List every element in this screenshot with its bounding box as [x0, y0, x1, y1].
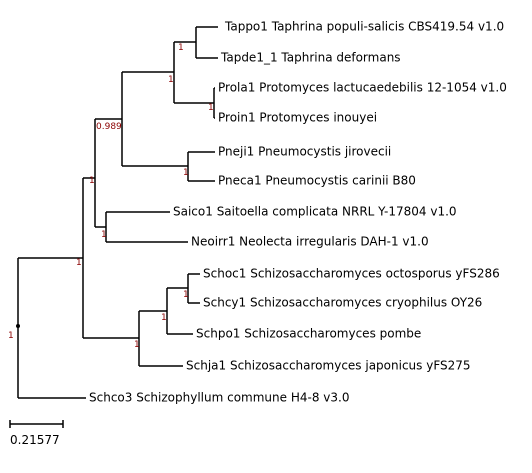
- leaf-label: Tappo1 Taphrina populi-salicis CBS419.54…: [224, 20, 504, 34]
- support-value: 1: [178, 43, 184, 53]
- leaf-label: Prola1 Protomyces lactucaedebilis 12-105…: [218, 81, 507, 95]
- support-value: 1: [161, 313, 167, 323]
- support-value: 1: [8, 331, 14, 341]
- support-value: 1: [168, 75, 174, 85]
- support-value: 1: [134, 340, 140, 350]
- support-value: 1: [183, 168, 189, 178]
- leaf-label: Pneji1 Pneumocystis jirovecii: [218, 145, 391, 159]
- leaf-label: Tapde1_1 Taphrina deformans: [220, 51, 401, 65]
- leaf-label: Proin1 Protomyces inouyei: [218, 111, 377, 125]
- support-value: 1: [76, 258, 82, 268]
- support-value: 1: [183, 290, 189, 300]
- leaf-label: Saico1 Saitoella complicata NRRL Y-17804…: [173, 205, 457, 219]
- scale-label: 0.21577: [10, 433, 60, 447]
- leaf-label: Schoc1 Schizosaccharomyces octosporus yF…: [203, 267, 500, 281]
- leaf-label: Schcy1 Schizosaccharomyces cryophilus OY…: [203, 296, 482, 310]
- support-value: 1: [208, 103, 214, 113]
- leaf-label: Schja1 Schizosaccharomyces japonicus yFS…: [186, 359, 471, 373]
- leaf-label: Schco3 Schizophyllum commune H4-8 v3.0: [89, 391, 349, 405]
- support-value: 1: [101, 230, 107, 240]
- support-value: 1: [89, 176, 95, 186]
- branches: [9, 26, 218, 428]
- leaf-label: Pneca1 Pneumocystis carinii B80: [218, 174, 416, 188]
- leaf-label: Neoirr1 Neolecta irregularis DAH-1 v1.0: [191, 235, 429, 249]
- support-value: 0.989: [96, 122, 122, 132]
- leaf-label: Schpo1 Schizosaccharomyces pombe: [196, 327, 421, 341]
